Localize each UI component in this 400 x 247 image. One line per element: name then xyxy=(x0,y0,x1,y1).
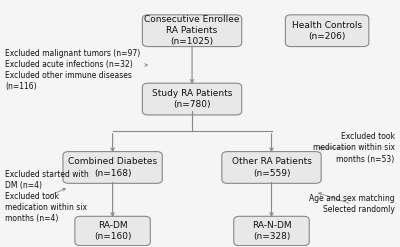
FancyBboxPatch shape xyxy=(142,15,242,47)
FancyBboxPatch shape xyxy=(222,152,321,183)
FancyBboxPatch shape xyxy=(75,216,150,246)
Text: Health Controls
(n=206): Health Controls (n=206) xyxy=(292,21,362,41)
FancyBboxPatch shape xyxy=(63,152,162,183)
FancyBboxPatch shape xyxy=(234,216,309,246)
FancyBboxPatch shape xyxy=(286,15,369,47)
Text: Excluded malignant tumors (n=97)
Excluded acute infections (n=32)
Excluded other: Excluded malignant tumors (n=97) Exclude… xyxy=(5,49,148,91)
Text: Excluded started with
DM (n=4)
Excluded took
medication within six
months (n=4): Excluded started with DM (n=4) Excluded … xyxy=(5,170,89,224)
Text: Excluded took
medication within six
months (n=53): Excluded took medication within six mont… xyxy=(313,132,395,164)
Text: Consecutive Enrollee
RA Patients
(n=1025): Consecutive Enrollee RA Patients (n=1025… xyxy=(144,15,240,46)
FancyBboxPatch shape xyxy=(142,83,242,115)
Text: Combined Diabetes
(n=168): Combined Diabetes (n=168) xyxy=(68,157,157,178)
Text: RA-N-DM
(n=328): RA-N-DM (n=328) xyxy=(252,221,291,241)
Text: Other RA Patients
(n=559): Other RA Patients (n=559) xyxy=(232,157,312,178)
Text: RA-DM
(n=160): RA-DM (n=160) xyxy=(94,221,131,241)
Text: Age and sex matching
Selected randomly: Age and sex matching Selected randomly xyxy=(309,193,395,214)
Text: Study RA Patients
(n=780): Study RA Patients (n=780) xyxy=(152,89,232,109)
